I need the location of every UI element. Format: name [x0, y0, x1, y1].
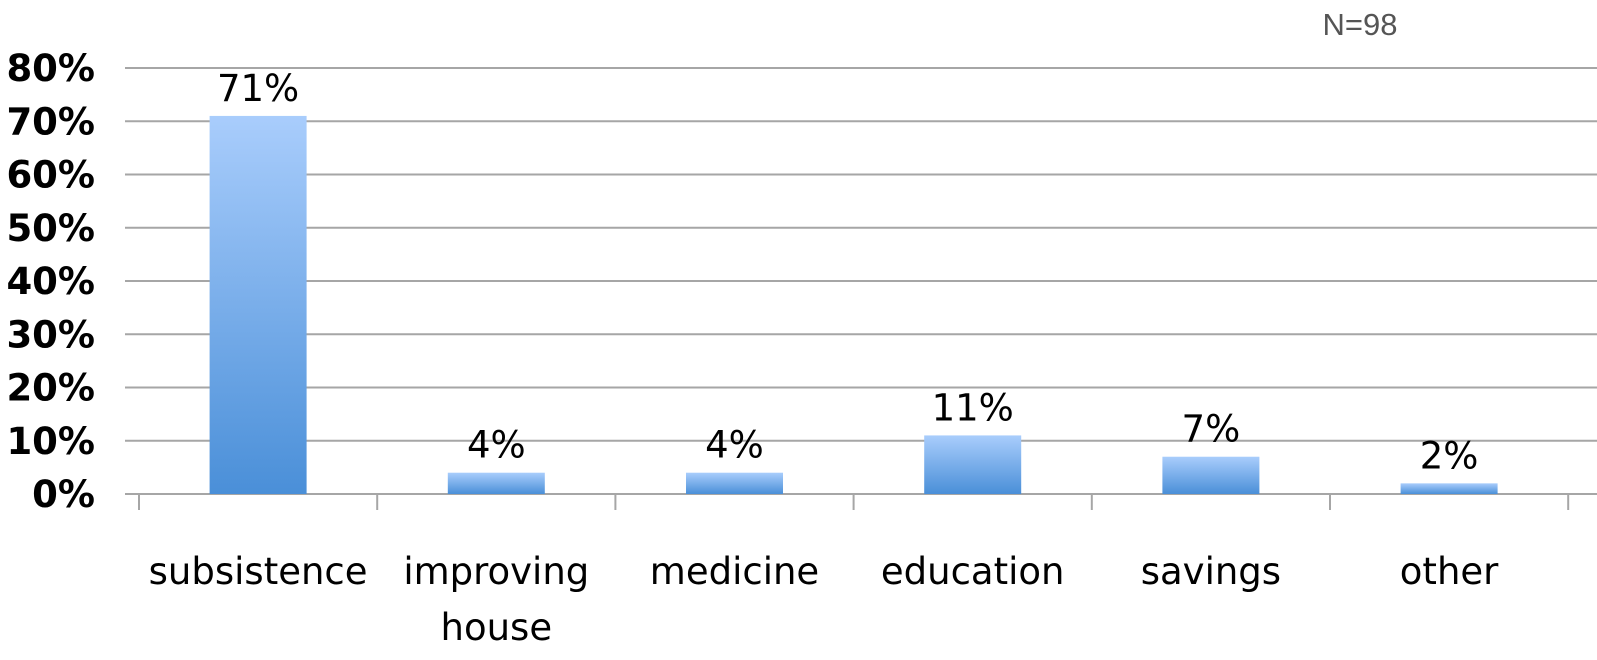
y-axis-ticks: 0% 10% 20% 30% 40% 50% 60% 70% 80% — [6, 47, 139, 516]
data-label: 71% — [217, 67, 299, 110]
y-tick-label: 30% — [6, 313, 95, 356]
data-label: 7% — [1182, 408, 1241, 451]
category-labels: subsistence improving house medicine educati… — [149, 550, 1500, 649]
data-label: 4% — [705, 424, 764, 467]
gridlines — [139, 67, 1597, 442]
y-tick-label: 80% — [6, 47, 95, 90]
y-tick-label: 40% — [6, 260, 95, 303]
bars — [209, 115, 1498, 495]
y-tick-label: 70% — [6, 100, 95, 143]
data-labels: 71% 4% 4% 11% 7% 2% — [217, 67, 1478, 477]
y-tick-label: 0% — [32, 473, 95, 516]
category-label: other — [1400, 550, 1499, 593]
x-axis — [138, 493, 1597, 510]
bar — [686, 472, 783, 494]
data-label: 11% — [932, 386, 1014, 429]
y-tick-label: 60% — [6, 154, 95, 197]
category-label: improving house — [403, 550, 589, 649]
bar — [209, 115, 307, 495]
bar — [447, 472, 545, 494]
sample-size-note: N=98 — [1323, 7, 1398, 42]
category-label: savings — [1141, 550, 1281, 593]
data-label: 4% — [467, 424, 526, 467]
bar — [1400, 483, 1498, 494]
category-label: medicine — [650, 550, 819, 593]
category-label: education — [881, 550, 1065, 593]
bar — [924, 435, 1022, 494]
category-label: subsistence — [149, 550, 368, 593]
y-tick-label: 20% — [6, 367, 95, 410]
bar — [1162, 456, 1260, 494]
y-tick-label: 10% — [6, 420, 95, 463]
y-tick-label: 50% — [6, 207, 95, 250]
data-label: 2% — [1420, 434, 1479, 477]
